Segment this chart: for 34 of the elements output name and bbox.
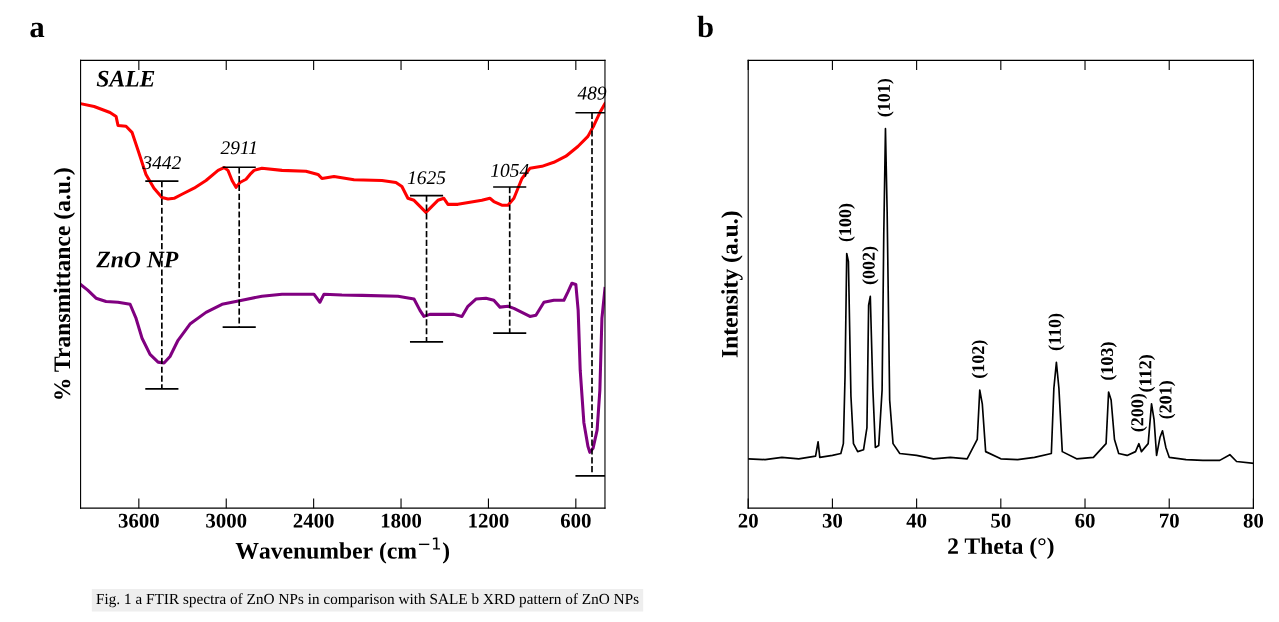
annotation: 2911 [220, 141, 256, 155]
x-tick-label: 3600 [118, 513, 159, 528]
annotation: 1625 [407, 171, 446, 185]
x-tick-label: 2400 [293, 513, 334, 528]
annotation: 1054 [490, 163, 529, 177]
x-axis-title: Wavenumber (cm$^{−1}$) [235, 537, 450, 564]
chart-title: b [697, 15, 713, 38]
x-tick-label: 1800 [381, 513, 422, 528]
annotation: (102) [971, 340, 988, 378]
annotation: (103) [1100, 342, 1117, 380]
annotation: (002) [862, 246, 879, 285]
annotation: (112) [1138, 355, 1156, 392]
x-tick-label: 600 [560, 513, 591, 528]
x-tick-label: 60 [1075, 513, 1095, 528]
x-tick-label: 20 [738, 513, 758, 528]
series-label: SALE [96, 70, 155, 87]
y-axis-title: % Transmittance (a.u.) [53, 168, 76, 399]
x-tick-label: 70 [1159, 513, 1179, 528]
y-axis-title: Intensity (a.u.) [721, 211, 743, 358]
annotation: (201) [1158, 381, 1176, 419]
annotation: (100) [838, 203, 855, 242]
x-tick-label: 3000 [206, 513, 247, 528]
x-tick-label: 50 [991, 513, 1011, 528]
x-tick-label: 80 [1243, 513, 1264, 528]
annotation: (101) [877, 78, 894, 117]
chart-title: a [30, 22, 45, 38]
annotation: (200) [1130, 393, 1148, 432]
x-tick-label: 1200 [469, 513, 509, 528]
series-label: ZnO NP [96, 251, 179, 268]
annotation: (110) [1048, 313, 1065, 351]
x-tick-label: 30 [822, 513, 843, 528]
x-tick-label: 40 [906, 513, 927, 528]
x-axis-title: 2 Theta (°) [948, 537, 1054, 559]
caption: Fig. 1 a FTIR spectra of ZnO NPs in comparison with SALE b XRD pattern of ZnO NPs [96, 593, 639, 608]
